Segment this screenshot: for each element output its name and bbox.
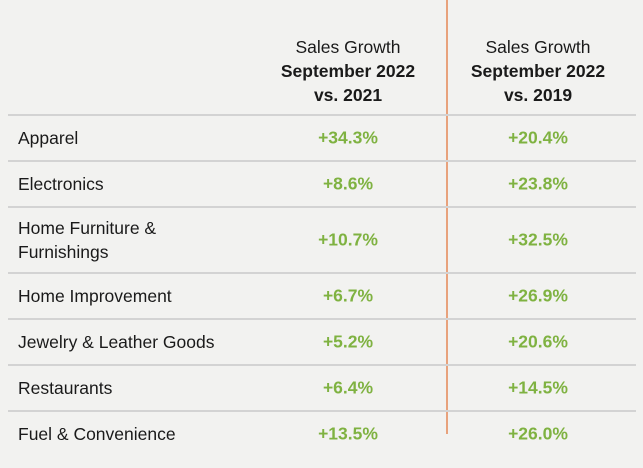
- row-label-line2: Furnishings: [18, 242, 109, 262]
- header-col-2021-line1: Sales Growth: [295, 37, 401, 57]
- value-vs-2021: +13.5%: [318, 423, 378, 444]
- header-col-2019-line1: Sales Growth: [485, 37, 591, 57]
- row-label: Fuel & Convenience: [18, 424, 176, 444]
- row-label: Jewelry & Leather Goods: [18, 332, 215, 352]
- table-row-apparel: Apparel +34.3% +20.4%: [8, 116, 636, 162]
- header-col-2019: Sales Growth September 2022 vs. 2019: [448, 35, 628, 107]
- sales-growth-table: Sales Growth September 2022 vs. 2021 Sal…: [8, 0, 636, 456]
- row-label: Electronics: [18, 174, 104, 194]
- table-header: Sales Growth September 2022 vs. 2021 Sal…: [8, 0, 636, 116]
- row-label: Apparel: [18, 128, 79, 148]
- value-vs-2021: +6.4%: [322, 377, 374, 398]
- header-col-2021-line2: September 2022: [280, 61, 416, 81]
- value-vs-2019: +26.0%: [508, 423, 568, 444]
- header-col-2021-line3: vs. 2021: [313, 85, 383, 105]
- table-row-electronics: Electronics +8.6% +23.8%: [8, 162, 636, 208]
- row-label: Restaurants: [18, 378, 113, 398]
- value-vs-2019: +20.4%: [508, 127, 568, 148]
- value-vs-2021: +6.7%: [322, 285, 374, 306]
- value-vs-2021: +10.7%: [318, 229, 378, 250]
- value-vs-2019: +14.5%: [508, 377, 568, 398]
- header-col-2019-line3: vs. 2019: [503, 85, 573, 105]
- row-label: Home Furniture & Furnishings: [18, 216, 248, 264]
- value-vs-2019: +23.8%: [508, 173, 568, 194]
- value-vs-2019: +20.6%: [508, 331, 568, 352]
- header-col-2021: Sales Growth September 2022 vs. 2021: [258, 35, 438, 107]
- row-label-line1: Home Furniture &: [18, 218, 157, 238]
- value-vs-2021: +8.6%: [322, 173, 374, 194]
- value-vs-2021: +5.2%: [322, 331, 374, 352]
- table-row-restaurants: Restaurants +6.4% +14.5%: [8, 366, 636, 412]
- value-vs-2021: +34.3%: [318, 127, 378, 148]
- column-divider: [446, 0, 448, 434]
- value-vs-2019: +26.9%: [508, 285, 568, 306]
- table-row-home-improvement: Home Improvement +6.7% +26.9%: [8, 274, 636, 320]
- table-row-jewelry: Jewelry & Leather Goods +5.2% +20.6%: [8, 320, 636, 366]
- table-row-fuel: Fuel & Convenience +13.5% +26.0%: [8, 412, 636, 456]
- value-vs-2019: +32.5%: [508, 229, 568, 250]
- row-label: Home Improvement: [18, 286, 172, 306]
- header-col-2019-line2: September 2022: [470, 61, 606, 81]
- table-row-home-furniture: Home Furniture & Furnishings +10.7% +32.…: [8, 208, 636, 274]
